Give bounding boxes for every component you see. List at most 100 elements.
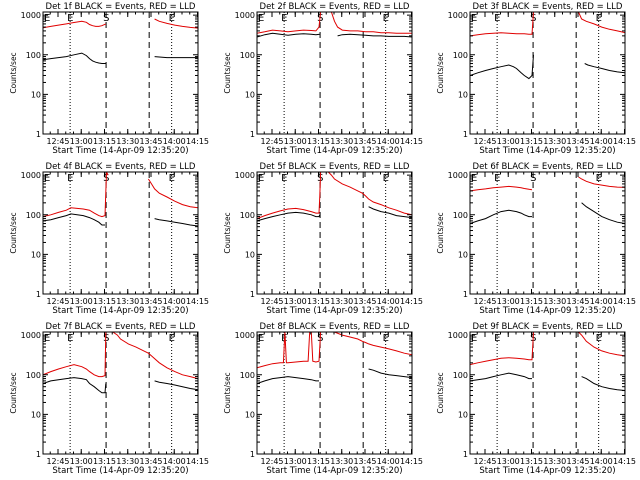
x-tick-label: 13:30 [330,297,353,306]
x-tick-label: 12:45 [260,457,283,466]
x-tick-label: 13:00 [70,457,93,466]
plot-frame [469,11,626,135]
x-tick-label: 13:15 [520,137,543,146]
x-tick-label: 14:00 [590,457,613,466]
marker-letter: E [383,333,389,344]
y-tick-label: 10 [245,90,255,99]
marker-letter: E [383,13,389,24]
marker-letter: E [44,173,50,184]
series-lld [470,12,625,37]
y-axis-label: Counts/sec [223,212,232,253]
plot-frame [256,11,413,135]
marker-letter: E [258,173,264,184]
marker-letter: E [494,173,500,184]
y-tick-label: 1000 [235,11,255,20]
y-tick-label: 1000 [448,331,468,340]
x-tick-label: 13:15 [93,297,116,306]
y-axis-label: Counts/sec [9,372,18,413]
y-tick-label: 1000 [448,171,468,180]
x-axis-label: Start Time (14-Apr-09 12:35:20) [266,306,402,316]
x-tick-label: 14:15 [613,457,636,466]
x-tick-label: 13:15 [307,457,330,466]
x-tick-label: 14:00 [163,457,186,466]
x-tick-label: 14:15 [613,297,636,306]
x-tick-label: 13:00 [70,137,93,146]
x-tick-label: 13:45 [566,457,589,466]
marker-letter: E [494,333,500,344]
y-axis-label: Counts/sec [436,212,445,253]
series-events [43,52,198,64]
x-tick-label: 13:00 [497,137,520,146]
y-tick-label: 10 [245,250,255,259]
y-axis-label: Counts/sec [9,212,18,253]
x-tick-label: 13:30 [543,297,566,306]
series-events [470,372,625,391]
x-tick-label: 13:30 [116,137,139,146]
x-tick-label: 13:30 [543,457,566,466]
panel-title: Det 1f BLACK = Events, RED = LLD [46,2,196,12]
y-tick-label: 1000 [21,331,41,340]
x-axis-label: Start Time (14-Apr-09 12:35:20) [479,146,615,156]
plot-frame [469,171,626,295]
x-tick-label: 13:00 [497,457,520,466]
series-events [257,368,412,384]
marker-letter: E [471,333,477,344]
x-tick-label: 14:00 [590,137,613,146]
y-tick-label: 100 [240,371,255,380]
x-tick-label: 13:30 [116,457,139,466]
x-axis-label: Start Time (14-Apr-09 12:35:20) [479,466,615,476]
marker-letter: E [281,173,287,184]
x-tick-label: 13:45 [139,457,162,466]
plot-frame [256,331,413,455]
x-tick-label: 13:45 [566,297,589,306]
x-tick-label: 12:45 [46,137,69,146]
panel-title: Det 4f BLACK = Events, RED = LLD [46,162,196,172]
marker-letter: S [530,173,536,184]
x-tick-label: 13:15 [520,297,543,306]
y-tick-label: 1000 [235,171,255,180]
x-tick-label: 12:45 [473,297,496,306]
x-tick-label: 14:00 [377,297,400,306]
x-tick-label: 13:30 [330,457,353,466]
x-axis-label: Start Time (14-Apr-09 12:35:20) [52,466,188,476]
marker-letter: E [383,173,389,184]
panel-title: Det 2f BLACK = Events, RED = LLD [260,2,410,12]
marker-letter: E [471,173,477,184]
y-tick-label: 10 [458,410,468,419]
x-tick-label: 13:30 [330,137,353,146]
y-tick-label: 10 [31,90,41,99]
x-tick-label: 13:45 [566,137,589,146]
series-events [257,206,412,222]
x-axis-label: Start Time (14-Apr-09 12:35:20) [266,466,402,476]
series-events [470,54,625,80]
x-tick-label: 13:15 [307,297,330,306]
y-tick-label: 1 [36,130,41,139]
y-axis-label: Counts/sec [223,52,232,93]
marker-letter: E [44,13,50,24]
x-tick-label: 13:15 [93,457,116,466]
y-tick-label: 100 [240,51,255,60]
series-lld [43,172,198,218]
y-tick-label: 1 [250,290,255,299]
x-tick-label: 13:45 [353,137,376,146]
x-tick-label: 14:15 [400,137,423,146]
panel-title: Det 8f BLACK = Events, RED = LLD [260,322,410,332]
y-axis-label: Counts/sec [436,52,445,93]
x-tick-label: 14:15 [186,457,209,466]
x-tick-label: 13:30 [116,297,139,306]
x-tick-label: 14:00 [377,457,400,466]
x-tick-label: 14:15 [186,137,209,146]
panel-title: Det 9f BLACK = Events, RED = LLD [473,322,623,332]
x-tick-label: 13:30 [543,137,566,146]
y-axis-label: Counts/sec [9,52,18,93]
x-axis-label: Start Time (14-Apr-09 12:35:20) [52,146,188,156]
y-tick-label: 100 [453,371,468,380]
plot-frame [42,11,199,135]
x-tick-label: 13:00 [284,137,307,146]
